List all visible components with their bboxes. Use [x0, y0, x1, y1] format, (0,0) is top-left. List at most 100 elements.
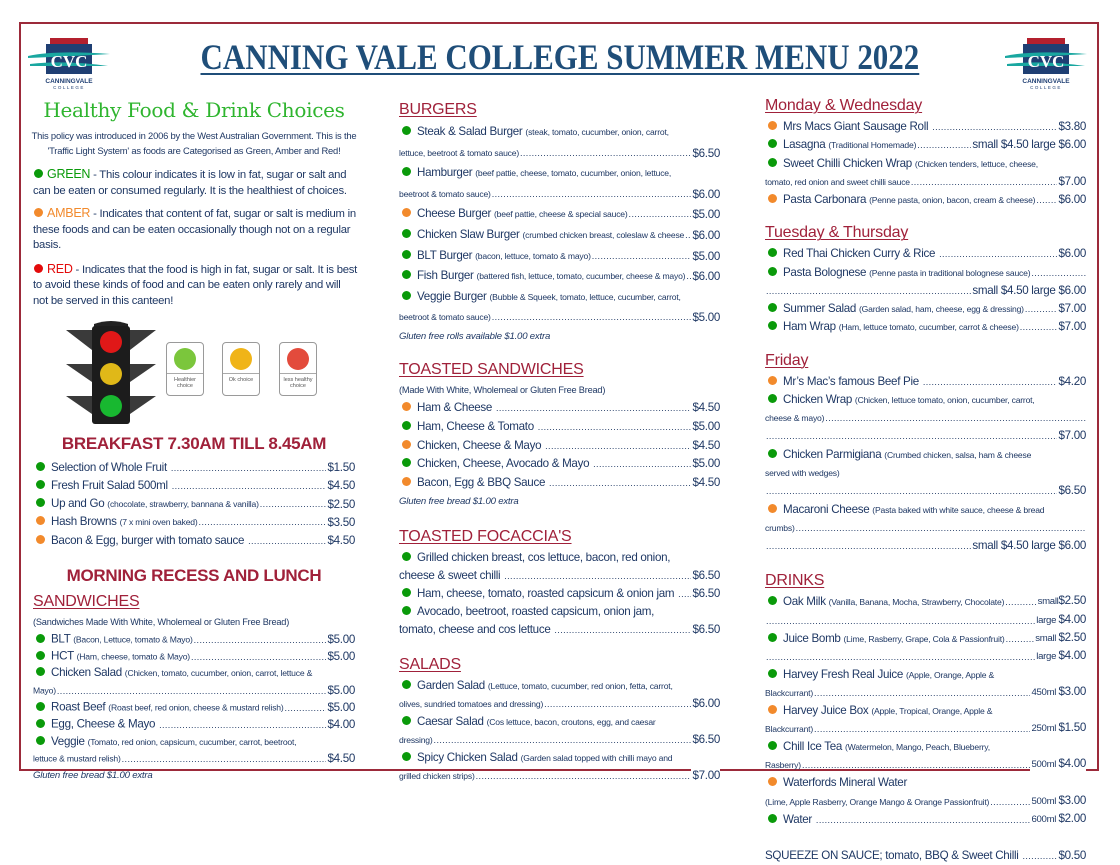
item-name: Grilled chicken breast, cos lettuce, bac…	[399, 550, 671, 582]
amber-dot-icon	[768, 503, 777, 513]
item-description: (Traditional Homemade)	[828, 140, 917, 151]
item-price: $6.50	[1057, 482, 1086, 501]
item-price: $4.50	[326, 476, 355, 495]
menu-item: Egg, Cheese & Mayo $4.00	[33, 716, 355, 734]
legend-red: RED - Indicates that the food is high in…	[33, 262, 358, 310]
green-dot-icon	[402, 715, 411, 725]
amber-dot-icon	[36, 535, 45, 545]
item-name: Ham Wrap	[783, 320, 836, 334]
price-value: $1.50	[1058, 721, 1086, 735]
green-dot-icon	[402, 587, 411, 597]
green-dot-icon	[402, 679, 411, 689]
menu-item: Chicken, Cheese, Avocado & Mayo $5.00	[399, 455, 720, 475]
amber-dot-icon	[768, 777, 777, 787]
legend-text: - Indicates that the food is high in fat…	[33, 263, 358, 307]
item-description: (Cos lettuce, bacon, croutons, egg, and …	[399, 716, 656, 745]
menu-item: Oak Milk (Vanilla, Banana, Mocha, Strawb…	[765, 593, 1086, 612]
item-price: $7.00	[1057, 300, 1086, 319]
item-name: Spicy Chicken Salad	[417, 750, 518, 764]
toasted-sandwiches-section: TOASTED SANDWICHES (Made With White, Whol…	[399, 360, 720, 511]
item-price: $7.00	[1057, 427, 1086, 446]
item-description: (Lime, Apple Rasberry, Orange Mango & Or…	[765, 796, 990, 807]
item-description: (Ham, lettuce tomato, cucumber, carrot &…	[838, 322, 1019, 333]
item-description: (chocolate, strawberry, bannana & vanill…	[107, 498, 259, 509]
green-dot-icon	[402, 126, 411, 135]
item-description: (steak, tomato, cucumber, onion, carrot,…	[399, 127, 669, 158]
item-price: $6.00	[1057, 191, 1086, 210]
college-logo-right: CVC CANNINGVALE COLLEGE	[1005, 38, 1087, 90]
green-dot-icon	[36, 701, 45, 711]
green-dot-icon	[402, 751, 411, 761]
item-description: (Bubble & Squeek, tomato, lettuce, cucum…	[399, 291, 681, 323]
item-price: $5.00	[326, 699, 355, 717]
item-name: Veggie Burger	[417, 289, 487, 303]
item-name: Harvey Fresh Real Juice	[783, 667, 904, 681]
item-price: small$2.50	[1036, 593, 1086, 612]
menu-item: Macaroni Cheese (Pasta baked with white …	[765, 501, 1086, 538]
item-price: $4.50	[326, 750, 355, 768]
menu-item: Ham Wrap (Ham, lettuce tomato, cucumber,…	[765, 318, 1086, 337]
price-value: $5.00	[327, 700, 355, 714]
red-circle-icon	[287, 348, 309, 370]
item-description: (Vanilla, Banana, Mocha, Strawberry, Cho…	[828, 597, 1005, 608]
menu-item: Roast Beef (Roast beef, red onion, chees…	[33, 699, 355, 717]
menu-item: Water 600ml $2.00	[765, 810, 1086, 829]
breakfast-section: Selection of Whole Fruit $1.50 Fresh Frui…	[33, 459, 355, 550]
menu-item: Veggie (Tomato, red onion, capsicum, cuc…	[33, 734, 355, 768]
item-price: small $4.50 large $6.00	[971, 537, 1086, 556]
item-price: $5.00	[326, 648, 355, 666]
amber-dot-icon	[34, 208, 43, 217]
item-name: Pasta Bolognese	[783, 265, 867, 279]
menu-item: Chicken Slaw Burger (crumbed chicken bre…	[399, 225, 720, 246]
price-value: $0.50	[1058, 848, 1086, 862]
item-price: $5.00	[326, 682, 355, 700]
price-value: $6.00	[692, 187, 720, 201]
item-price: $6.50	[691, 730, 720, 749]
menu-item: Ham & Cheese $4.50	[399, 398, 720, 418]
section-footnote: Gluten free bread $1.00 extra	[399, 495, 519, 507]
item-price: $5.00	[691, 308, 720, 328]
price-value: $4.50	[692, 476, 720, 490]
ok-choice-card: Ok choice	[222, 342, 260, 396]
menu-item: Bacon, Egg & BBQ Sauce $4.50	[399, 474, 720, 493]
green-dot-icon	[768, 266, 777, 276]
item-price: $2.50	[326, 495, 355, 514]
section-heading: DRINKS	[765, 572, 825, 590]
menu-item: Steak & Salad Burger (steak, tomato, cuc…	[399, 122, 720, 164]
price-value: $3.50	[327, 516, 355, 530]
price-value: $6.50	[692, 586, 720, 600]
item-price: $6.00	[691, 225, 720, 246]
item-name: Mr’s Mac’s famous Beef Pie	[783, 374, 919, 388]
item-name: Hamburger	[417, 166, 473, 180]
policy-text: This policy was introduced in 2006 by th…	[31, 130, 357, 156]
salads-section: SALADS Garden Salad (Lettuce, tomato, cuc…	[399, 655, 720, 785]
item-description: (Crumbed chicken, salsa, ham & cheese se…	[765, 449, 1032, 478]
traffic-light-row: Healthier choice Ok choice less healthy …	[30, 320, 358, 424]
item-name: Veggie	[51, 734, 85, 748]
item-name: Sweet Chilli Chicken Wrap	[783, 156, 912, 170]
menu-item: Cheese Burger (beef pattie, cheese & spe…	[399, 204, 720, 225]
amber-dot-icon	[768, 121, 777, 130]
price-value: $7.00	[692, 768, 720, 782]
price-value: $7.00	[1058, 320, 1086, 334]
section-heading: Friday	[765, 351, 809, 369]
green-circle-icon	[174, 348, 196, 370]
item-size: small	[1037, 596, 1059, 608]
item-name: Summer Salad	[783, 302, 857, 316]
menu-item: Hamburger (beef pattie, cheese, tomato, …	[399, 163, 720, 205]
item-price: $0.50	[1057, 846, 1086, 865]
item-price: $5.00	[326, 631, 355, 649]
item-size: small	[1035, 632, 1059, 644]
green-dot-icon	[768, 741, 777, 751]
item-description: (Penne pasta, onion, bacon, cream & chee…	[869, 195, 1036, 206]
menu-item: Ham, cheese, tomato, roasted capsicum & …	[399, 584, 720, 603]
green-dot-icon	[402, 458, 411, 468]
menu-item: Lasagna (Traditional Homemade) small $4.5…	[765, 136, 1086, 155]
item-price: small $4.50 large $6.00	[971, 136, 1086, 155]
item-price: 250ml $1.50	[1030, 719, 1086, 739]
item-name: Chill Ice Tea	[783, 740, 843, 754]
item-description: (Lime, Rasberry, Grape, Cola & Passionfr…	[843, 633, 1005, 644]
menu-item: small $4.50 large $6.00	[765, 537, 1086, 556]
legend-amber: AMBER - Indicates that content of fat, s…	[33, 206, 358, 254]
item-description: (Tomato, red onion, capsicum, cucumber, …	[33, 736, 297, 764]
